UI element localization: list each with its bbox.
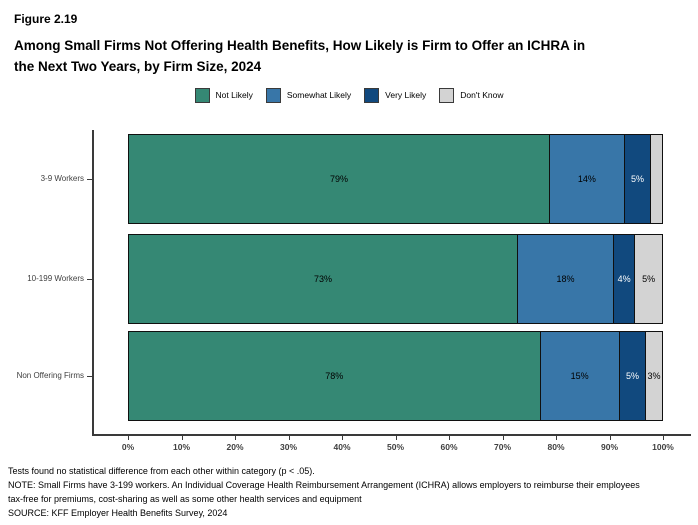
x-axis-tick: [288, 434, 290, 440]
x-axis-tick-label: 40%: [333, 442, 351, 452]
legend-item-very-likely: Very Likely: [364, 87, 427, 103]
x-axis-tick-label: 60%: [440, 442, 458, 452]
legend-label: Somewhat Likely: [286, 90, 352, 100]
legend: Not Likely Somewhat Likely Very Likely Don'…: [0, 86, 698, 104]
footnote-line: tax-free for premiums, cost-sharing as w…: [8, 494, 362, 504]
y-axis-tick: [87, 376, 92, 377]
legend-label: Not Likely: [215, 90, 253, 100]
footnote-line: Tests found no statistical difference fr…: [8, 466, 315, 476]
x-axis-tick-label: 70%: [493, 442, 511, 452]
chart: 79% 14% 5% 3-9 Workers 73% 18% 4% 5% 10-199 Work…: [0, 128, 698, 463]
x-axis-tick-label: 80%: [547, 442, 565, 452]
x-axis-tick: [128, 434, 129, 440]
bar-segment-don-t-know: [651, 135, 662, 223]
x-axis-tick: [502, 434, 504, 440]
bar-row-10-199-workers: 73% 18% 4% 5%: [128, 234, 663, 324]
legend-label: Very Likely: [385, 90, 427, 100]
bar-segment-very-likely: 5%: [619, 332, 647, 420]
figure-title: Among Small Firms Not Offering Health Be…: [14, 35, 684, 77]
bar-segment-not-likely: 73%: [129, 235, 519, 323]
x-axis-tick: [235, 434, 236, 440]
x-axis-tick-label: 20%: [226, 442, 244, 452]
y-axis-line: [92, 130, 94, 435]
legend-swatch-very-likely: [364, 87, 380, 103]
x-axis-tick-label: 30%: [279, 442, 297, 452]
x-axis-tick: [342, 434, 343, 440]
legend-item-don-t-know: Don't Know: [439, 87, 504, 103]
bar-segment-don-t-know: 5%: [635, 235, 662, 323]
bar-segment-somewhat-likely: 18%: [518, 235, 615, 323]
x-axis-tick: [609, 434, 611, 440]
figure-label: Figure 2.19: [14, 12, 78, 26]
footnote-line: SOURCE: KFF Employer Health Benefits Sur…: [8, 508, 228, 518]
x-axis-tick: [449, 434, 450, 440]
x-axis-line: [92, 434, 691, 436]
y-axis-tick: [87, 279, 92, 280]
legend-item-somewhat-likely: Somewhat Likely: [265, 87, 352, 103]
x-axis-tick-label: 90%: [600, 442, 618, 452]
legend-swatch-not-likely: [194, 87, 210, 103]
bar-segment-not-likely: 79%: [129, 135, 551, 223]
footnote-line: NOTE: Small Firms have 3-199 workers. An…: [8, 480, 640, 490]
legend-swatch-somewhat-likely: [265, 87, 281, 103]
legend-swatch-don-t-know: [439, 87, 455, 103]
plot-area: 79% 14% 5% 3-9 Workers 73% 18% 4% 5% 10-199 Work…: [0, 128, 698, 463]
bar-segment-very-likely: 5%: [624, 135, 652, 223]
title-line-1: Among Small Firms Not Offering Health Be…: [14, 38, 586, 53]
y-axis-category-label: 3-9 Workers: [40, 174, 84, 183]
x-axis-tick: [663, 434, 664, 440]
y-axis-category-label: Non Offering Firms: [16, 371, 84, 380]
x-axis-tick-label: 0%: [121, 442, 135, 452]
bar-segment-don-t-know: 3%: [646, 332, 662, 420]
bar-segment-very-likely: 4%: [614, 235, 636, 323]
legend-label: Don't Know: [460, 90, 504, 100]
header: Figure 2.19 Among Small Firms Not Offeri…: [14, 12, 684, 77]
bar-segment-somewhat-likely: 14%: [550, 135, 625, 223]
y-axis-tick: [87, 179, 92, 180]
x-axis-tick-label: 50%: [386, 442, 404, 452]
x-axis-tick-label: 100%: [652, 442, 674, 452]
footnotes: Tests found no statistical difference fr…: [8, 464, 698, 520]
legend-item-not-likely: Not Likely: [194, 87, 253, 103]
x-axis-tick: [181, 434, 183, 440]
x-axis-tick-label: 10%: [172, 442, 190, 452]
bar-row-3-9-workers: 79% 14% 5%: [128, 134, 663, 224]
bar-row-non-offering-firms: 78% 15% 5% 3%: [128, 331, 663, 421]
x-axis-tick: [556, 434, 557, 440]
y-axis-category-label: 10-199 Workers: [27, 274, 84, 283]
x-axis-tick: [395, 434, 397, 440]
bar-segment-not-likely: 78%: [129, 332, 541, 420]
bar-segment-somewhat-likely: 15%: [540, 332, 620, 420]
title-line-2: the Next Two Years, by Firm Size, 2024: [14, 59, 262, 74]
